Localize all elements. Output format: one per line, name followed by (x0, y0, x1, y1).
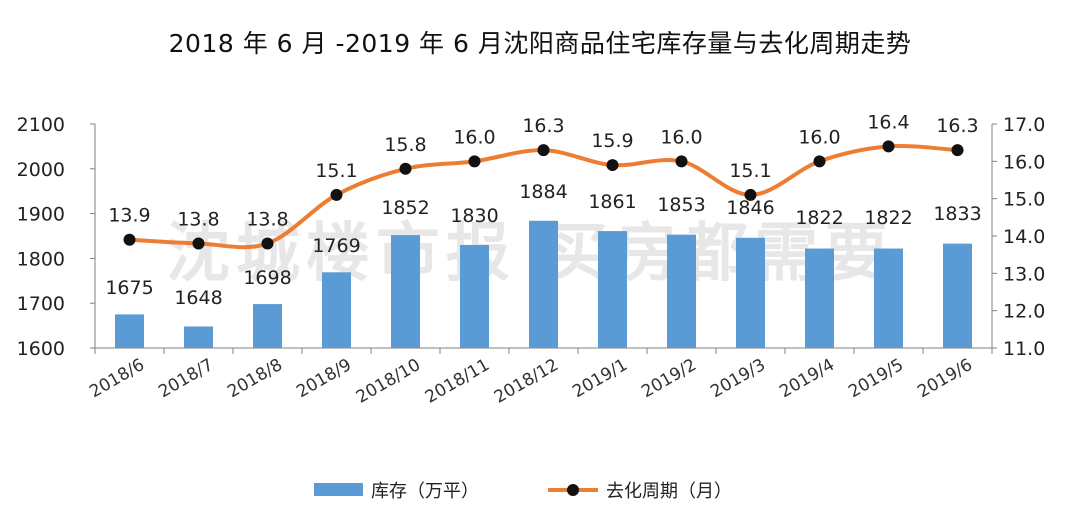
line-value-label: 15.1 (315, 160, 357, 182)
right-axis-tick-label: 11.0 (1003, 338, 1045, 360)
line-point-2018/12 (537, 144, 550, 157)
bar-value-label: 1830 (450, 205, 498, 227)
line-value-label: 16.3 (936, 115, 978, 137)
left-axis-tick-label: 1900 (17, 204, 65, 226)
line-point-2019/2 (675, 155, 688, 168)
x-axis-category-label: 2018/7 (155, 355, 217, 402)
bar-2018/7 (184, 326, 213, 348)
line-value-label: 16.4 (867, 111, 909, 133)
bar-2018/8 (253, 304, 282, 348)
bar-value-label: 1822 (795, 207, 843, 229)
line-point-2018/11 (468, 155, 481, 168)
legend-line-marker (567, 484, 579, 496)
bar-value-label: 1675 (105, 277, 153, 299)
left-axis-tick-label: 2100 (17, 114, 65, 136)
bar-2018/10 (391, 235, 420, 348)
bar-2018/6 (115, 314, 144, 348)
x-axis-category-label: 2019/4 (776, 355, 838, 402)
x-axis-category-label: 2019/3 (707, 355, 769, 402)
bar-2019/3 (736, 237, 765, 348)
x-axis-category-label: 2019/2 (638, 355, 700, 402)
left-axis-tick-label: 1800 (17, 248, 65, 270)
line-value-label: 16.3 (522, 115, 564, 137)
bar-value-label: 1884 (519, 181, 567, 203)
bar-2018/11 (460, 244, 489, 348)
line-point-2018/10 (399, 162, 412, 175)
right-axis-tick-label: 12.0 (1003, 301, 1045, 323)
line-value-label: 16.0 (453, 126, 495, 148)
chart-title: 2018 年 6 月 -2019 年 6 月沈阳商品住宅库存量与去化周期走势 (168, 29, 912, 58)
right-axis-tick-label: 15.0 (1003, 189, 1045, 211)
bar-value-label: 1861 (588, 191, 636, 213)
bar-2019/6 (943, 243, 972, 348)
bar-value-label: 1853 (657, 194, 705, 216)
x-axis-category-label: 2018/12 (491, 355, 562, 408)
line-value-label: 15.1 (729, 160, 771, 182)
line-point-2018/6 (123, 233, 136, 246)
line-value-label: 16.0 (660, 126, 702, 148)
legend-bar-label: 库存（万平） (371, 481, 479, 502)
left-axis-tick-label: 1600 (17, 338, 65, 360)
bar-2018/9 (322, 272, 351, 348)
right-axis-tick-label: 13.0 (1003, 263, 1045, 285)
bar-2019/1 (598, 231, 627, 348)
x-axis-category-label: 2018/11 (422, 355, 493, 408)
bar-2018/12 (529, 220, 558, 348)
line-point-2019/6 (951, 144, 964, 157)
x-axis-category-label: 2019/5 (845, 355, 907, 402)
line-point-2018/7 (192, 237, 205, 250)
x-axis-category-label: 2018/9 (293, 355, 355, 402)
line-value-label: 16.0 (798, 126, 840, 148)
bar-value-label: 1648 (174, 287, 222, 309)
line-value-label: 13.9 (108, 205, 150, 227)
line-value-label: 13.8 (177, 208, 219, 230)
bar-value-label: 1852 (381, 197, 429, 219)
x-axis-category-label: 2018/6 (86, 355, 148, 402)
x-axis-category-label: 2018/8 (224, 355, 286, 402)
line-value-label: 15.8 (384, 134, 426, 156)
bar-value-label: 1698 (243, 267, 291, 289)
line-point-2018/8 (261, 237, 274, 250)
x-axis-category-label: 2018/10 (353, 355, 424, 408)
left-axis-tick-label: 2000 (17, 159, 65, 181)
line-point-2018/9 (330, 188, 343, 201)
left-axis-tick-label: 1700 (17, 293, 65, 315)
line-value-label: 15.9 (591, 130, 633, 152)
legend-bar-swatch (314, 483, 363, 496)
bar-value-label: 1833 (933, 203, 981, 225)
bar-value-label: 1846 (726, 197, 774, 219)
line-point-2019/3 (744, 188, 757, 201)
right-axis-tick-label: 16.0 (1003, 151, 1045, 173)
x-axis-category-label: 2019/6 (914, 355, 976, 402)
bar-2019/4 (805, 248, 834, 348)
bar-value-label: 1769 (312, 235, 360, 257)
watermark-text: 沈城楼市报 买房都需要 (166, 217, 894, 291)
bar-value-label: 1822 (864, 207, 912, 229)
line-value-label: 13.8 (246, 208, 288, 230)
bar-2019/2 (667, 234, 696, 348)
line-point-2019/4 (813, 155, 826, 168)
line-point-2019/5 (882, 140, 895, 153)
x-axis-category-label: 2019/1 (569, 355, 631, 402)
line-point-2019/1 (606, 159, 619, 172)
bar-2019/5 (874, 248, 903, 348)
right-axis-tick-label: 17.0 (1003, 114, 1045, 136)
legend-line-label: 去化周期（月） (606, 481, 732, 502)
right-axis-tick-label: 14.0 (1003, 226, 1045, 248)
